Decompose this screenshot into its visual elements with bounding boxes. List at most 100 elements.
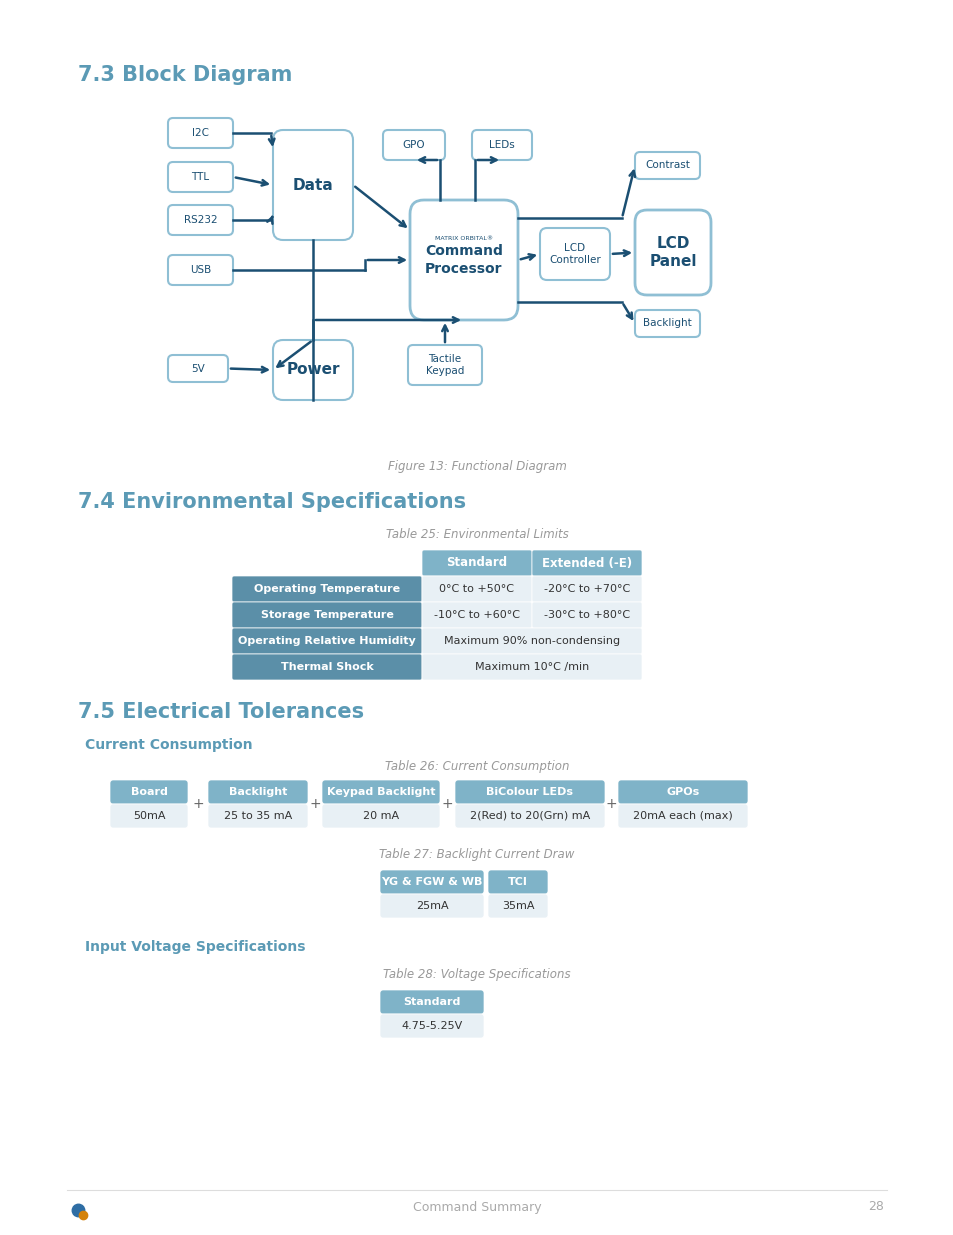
FancyBboxPatch shape	[472, 130, 532, 161]
Text: Contrast: Contrast	[644, 161, 689, 170]
Text: Figure 13: Functional Diagram: Figure 13: Functional Diagram	[387, 459, 566, 473]
Text: Table 26: Current Consumption: Table 26: Current Consumption	[384, 760, 569, 773]
Text: Extended (-E): Extended (-E)	[541, 557, 632, 569]
Text: 7.4 Environmental Specifications: 7.4 Environmental Specifications	[78, 492, 466, 513]
FancyBboxPatch shape	[232, 576, 421, 601]
Text: Table 28: Voltage Specifications: Table 28: Voltage Specifications	[383, 968, 570, 981]
FancyBboxPatch shape	[455, 781, 604, 804]
Text: USB: USB	[190, 266, 211, 275]
Text: Maximum 10°C /min: Maximum 10°C /min	[475, 662, 589, 672]
FancyBboxPatch shape	[379, 1014, 483, 1037]
FancyBboxPatch shape	[110, 804, 188, 827]
FancyBboxPatch shape	[421, 601, 532, 629]
FancyBboxPatch shape	[618, 781, 747, 804]
Text: 5V: 5V	[191, 363, 205, 373]
FancyBboxPatch shape	[322, 781, 439, 804]
Text: GPOs: GPOs	[666, 787, 699, 797]
Text: Maximum 90% non-condensing: Maximum 90% non-condensing	[443, 636, 619, 646]
FancyBboxPatch shape	[455, 804, 604, 827]
FancyBboxPatch shape	[421, 655, 641, 680]
Text: MATRIX ORBITAL®: MATRIX ORBITAL®	[435, 236, 493, 241]
Text: RS232: RS232	[184, 215, 217, 225]
FancyBboxPatch shape	[379, 869, 483, 894]
Text: I2C: I2C	[192, 128, 209, 138]
FancyBboxPatch shape	[410, 200, 517, 320]
Text: 25 to 35 mA: 25 to 35 mA	[224, 811, 292, 821]
Text: Table 27: Backlight Current Draw: Table 27: Backlight Current Draw	[379, 848, 574, 861]
FancyBboxPatch shape	[488, 894, 547, 918]
Text: Keypad Backlight: Keypad Backlight	[327, 787, 435, 797]
Text: Standard: Standard	[446, 557, 507, 569]
Text: Command Summary: Command Summary	[413, 1200, 540, 1214]
FancyBboxPatch shape	[382, 130, 444, 161]
Text: GPO: GPO	[402, 140, 425, 149]
FancyBboxPatch shape	[168, 254, 233, 285]
Text: TCI: TCI	[508, 877, 527, 887]
Text: +: +	[192, 797, 204, 811]
FancyBboxPatch shape	[168, 205, 233, 235]
Text: 35mA: 35mA	[501, 902, 534, 911]
FancyBboxPatch shape	[635, 152, 700, 179]
Text: 7.3 Block Diagram: 7.3 Block Diagram	[78, 65, 292, 85]
FancyBboxPatch shape	[379, 990, 483, 1014]
Text: Backlight: Backlight	[229, 787, 287, 797]
Text: 20 mA: 20 mA	[362, 811, 398, 821]
FancyBboxPatch shape	[532, 601, 641, 629]
Text: Standard: Standard	[403, 997, 460, 1007]
Text: Current Consumption: Current Consumption	[85, 739, 253, 752]
Text: -10°C to +60°C: -10°C to +60°C	[434, 610, 519, 620]
Text: Data: Data	[293, 178, 333, 193]
FancyBboxPatch shape	[539, 228, 609, 280]
FancyBboxPatch shape	[168, 354, 228, 382]
Text: -20°C to +70°C: -20°C to +70°C	[543, 584, 630, 594]
FancyBboxPatch shape	[532, 550, 641, 576]
Text: Tactile
Keypad: Tactile Keypad	[425, 353, 464, 377]
Text: TTL: TTL	[192, 172, 210, 182]
Text: 2(Red) to 20(Grn) mA: 2(Red) to 20(Grn) mA	[470, 811, 590, 821]
Text: +: +	[309, 797, 320, 811]
Text: -30°C to +80°C: -30°C to +80°C	[543, 610, 629, 620]
FancyBboxPatch shape	[232, 629, 421, 655]
Text: 0°C to +50°C: 0°C to +50°C	[439, 584, 514, 594]
FancyBboxPatch shape	[635, 210, 710, 295]
Text: LCD
Panel: LCD Panel	[649, 236, 696, 269]
Text: +: +	[441, 797, 453, 811]
Text: +: +	[605, 797, 617, 811]
FancyBboxPatch shape	[379, 894, 483, 918]
FancyBboxPatch shape	[421, 576, 532, 601]
FancyBboxPatch shape	[110, 781, 188, 804]
Text: Power: Power	[286, 363, 339, 378]
FancyBboxPatch shape	[322, 804, 439, 827]
Text: BiColour LEDs: BiColour LEDs	[486, 787, 573, 797]
Text: Operating Relative Humidity: Operating Relative Humidity	[238, 636, 416, 646]
Text: Backlight: Backlight	[642, 319, 691, 329]
Text: 50mA: 50mA	[132, 811, 165, 821]
Text: Operating Temperature: Operating Temperature	[253, 584, 399, 594]
FancyBboxPatch shape	[618, 804, 747, 827]
Text: Input Voltage Specifications: Input Voltage Specifications	[85, 940, 305, 953]
FancyBboxPatch shape	[532, 576, 641, 601]
Text: 28: 28	[867, 1200, 883, 1214]
FancyBboxPatch shape	[488, 869, 547, 894]
FancyBboxPatch shape	[635, 310, 700, 337]
Text: Board: Board	[131, 787, 168, 797]
Text: 25mA: 25mA	[416, 902, 448, 911]
FancyBboxPatch shape	[168, 119, 233, 148]
Text: YG & FGW & WB: YG & FGW & WB	[381, 877, 482, 887]
FancyBboxPatch shape	[273, 340, 353, 400]
Text: Command
Processor: Command Processor	[425, 245, 502, 275]
FancyBboxPatch shape	[208, 804, 308, 827]
Text: Storage Temperature: Storage Temperature	[260, 610, 393, 620]
Text: 4.75-5.25V: 4.75-5.25V	[401, 1021, 462, 1031]
FancyBboxPatch shape	[168, 162, 233, 191]
FancyBboxPatch shape	[232, 655, 421, 680]
Text: Thermal Shock: Thermal Shock	[280, 662, 373, 672]
Text: 20mA each (max): 20mA each (max)	[633, 811, 732, 821]
FancyBboxPatch shape	[273, 130, 353, 240]
FancyBboxPatch shape	[208, 781, 308, 804]
FancyBboxPatch shape	[408, 345, 481, 385]
Text: 7.5 Electrical Tolerances: 7.5 Electrical Tolerances	[78, 701, 364, 722]
FancyBboxPatch shape	[232, 601, 421, 629]
Text: LEDs: LEDs	[489, 140, 515, 149]
FancyBboxPatch shape	[421, 629, 641, 655]
